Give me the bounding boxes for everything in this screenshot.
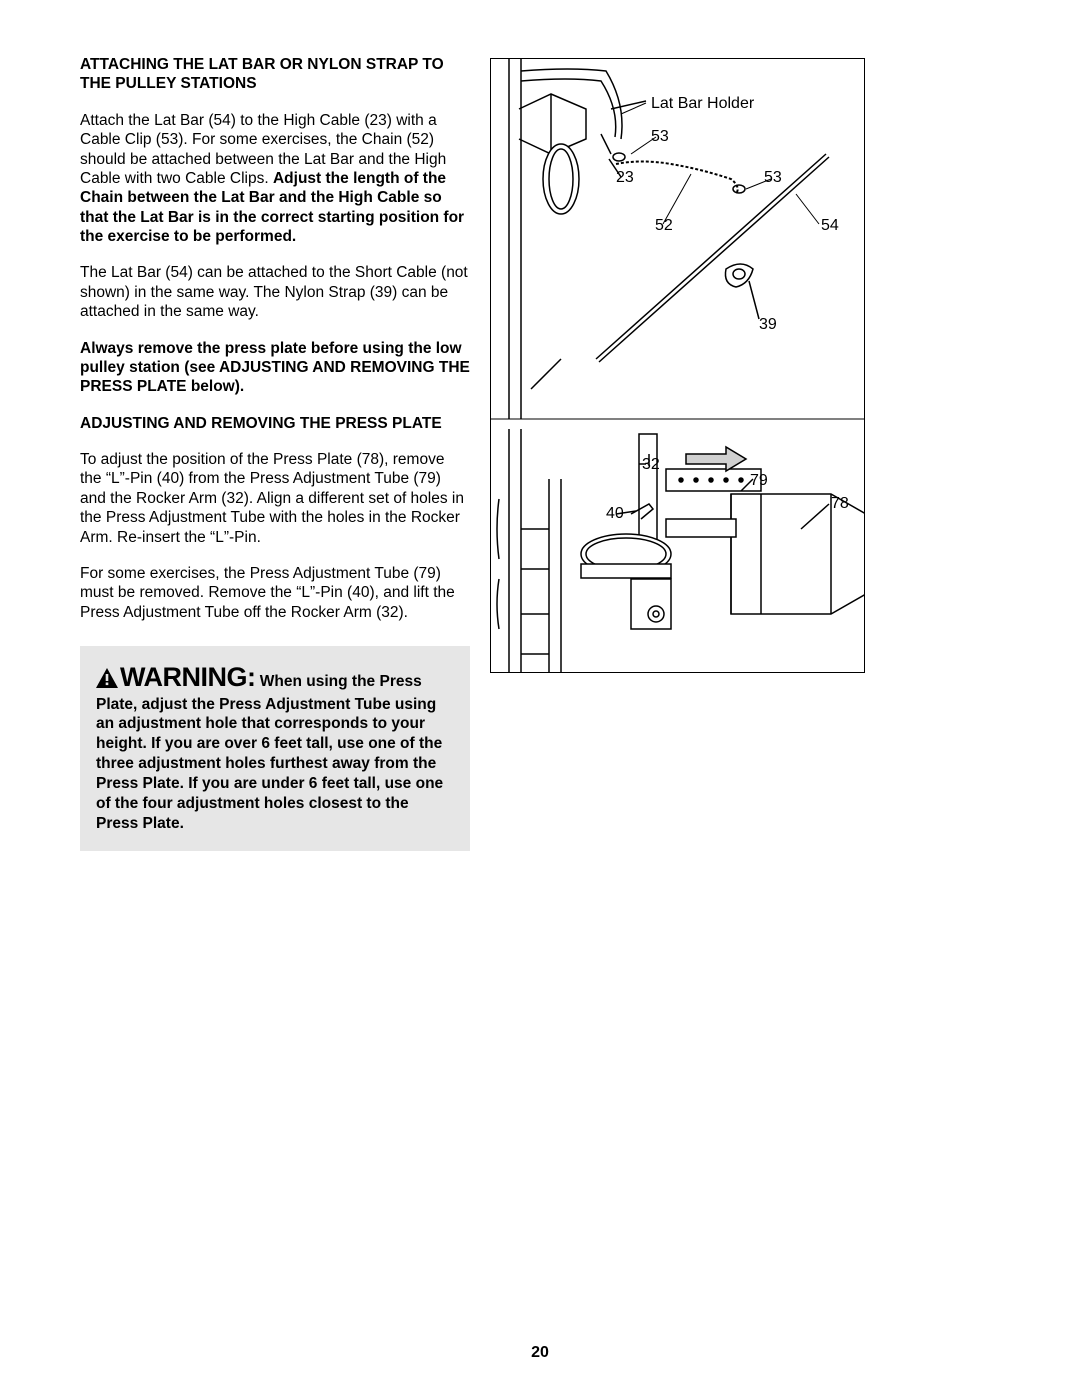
label-78: 78 [831,495,849,513]
section-heading-press-plate: ADJUSTING AND REMOVING THE PRESS PLATE [80,414,470,433]
instruction-text-column: ATTACHING THE LAT BAR OR NYLON STRAP TO … [80,55,470,851]
document-page: ATTACHING THE LAT BAR OR NYLON STRAP TO … [0,0,1080,891]
section-heading-pulley: ATTACHING THE LAT BAR OR NYLON STRAP TO … [80,55,470,94]
label-53a: 53 [651,128,669,146]
page-number: 20 [0,1344,1080,1362]
warning-box: WARNING: When using the Press Plate, adj… [80,646,470,851]
paragraph-attach-lat-bar: Attach the Lat Bar (54) to the High Cabl… [80,111,470,247]
label-23: 23 [616,169,634,187]
warning-body: When using the Press Plate, adjust the P… [96,673,443,832]
label-52: 52 [655,217,673,235]
paragraph-remove-press-plate-bold: Always remove the press plate before usi… [80,339,470,397]
figure-column: Lat Bar Holder 53 23 53 52 54 39 32 79 4… [490,55,870,851]
warning-triangle-icon [96,668,118,694]
warning-title: WARNING: [120,662,255,692]
label-53b: 53 [764,169,782,187]
warning-content: WARNING: When using the Press Plate, adj… [96,660,454,833]
paragraph-short-cable: The Lat Bar (54) can be attached to the … [80,263,470,321]
assembly-diagram: Lat Bar Holder 53 23 53 52 54 39 32 79 4… [490,58,865,673]
label-40: 40 [606,505,624,523]
label-79: 79 [750,472,768,490]
label-54: 54 [821,217,839,235]
label-lat-bar-holder: Lat Bar Holder [651,95,754,113]
label-39: 39 [759,316,777,334]
label-32: 32 [642,456,660,474]
paragraph-remove-adjustment-tube: For some exercises, the Press Adjustment… [80,564,470,622]
diagram-svg [491,59,865,673]
paragraph-adjust-press-plate: To adjust the position of the Press Plat… [80,450,470,547]
